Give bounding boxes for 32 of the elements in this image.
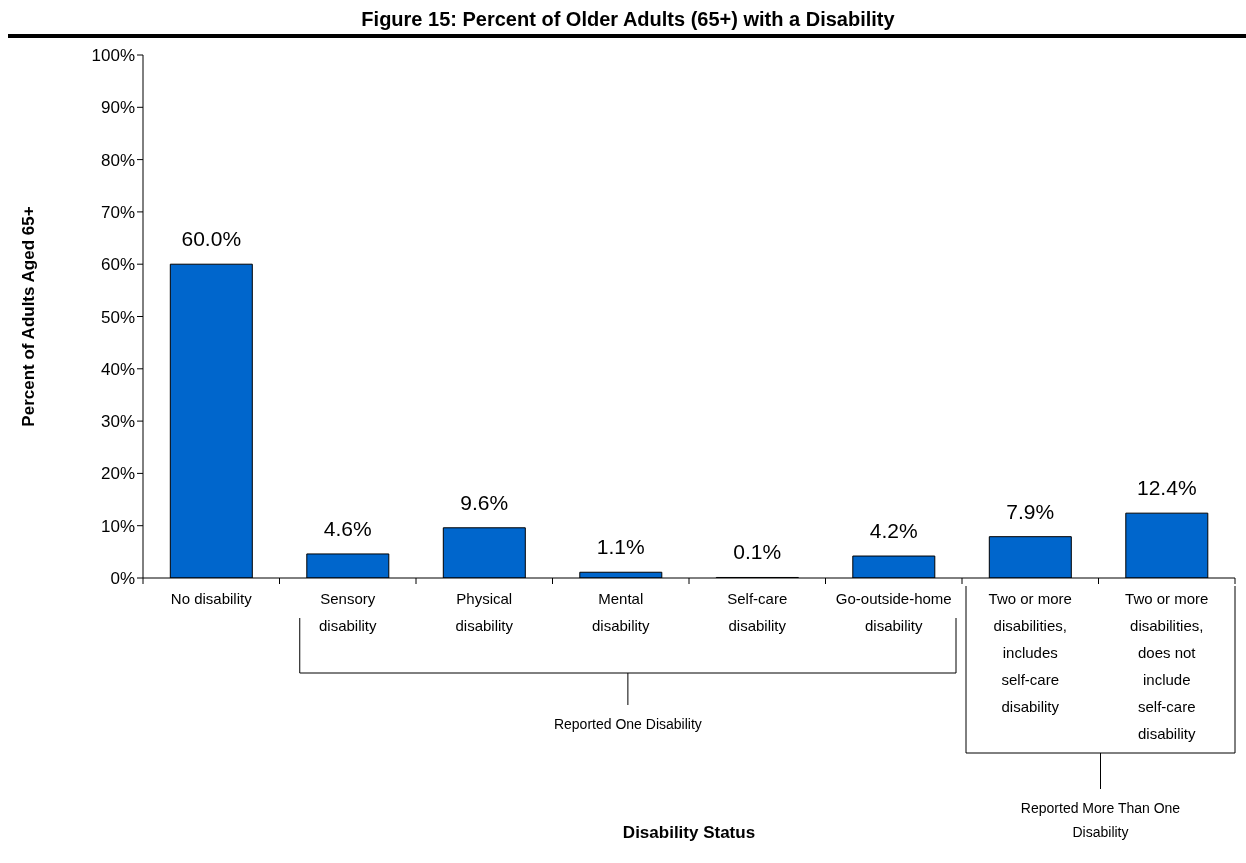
x-tick-label: Self-care disability: [727, 590, 788, 634]
data-label: 4.6%: [323, 516, 372, 540]
x-tick-label: Physical disability: [455, 590, 514, 634]
y-tick-label: 60%: [100, 255, 135, 275]
y-tick-label: 70%: [100, 202, 135, 222]
x-tick-label: Sensory disability: [318, 590, 378, 634]
x-tick-label: Mental disability: [591, 590, 651, 634]
y-tick-label: 100%: [91, 46, 135, 66]
x-tick-label: No disability: [170, 590, 253, 607]
x-tick-label: Go-outside-home disability: [835, 590, 952, 634]
y-tick-label: 30%: [100, 412, 135, 432]
data-label: 4.2%: [869, 519, 918, 543]
y-axis-title: Percent of Adults Aged 65+: [19, 206, 39, 427]
y-tick-label: 0%: [110, 569, 135, 589]
data-label: 0.1%: [733, 540, 782, 564]
data-label: 7.9%: [1006, 499, 1055, 523]
data-label: 9.6%: [460, 490, 509, 514]
y-tick-label: 40%: [100, 359, 135, 379]
chart-title: Figure 15: Percent of Older Adults (65+) with a Disability: [360, 8, 896, 31]
text: Reported One Disability: [553, 716, 702, 732]
x-axis-title: Disability Status: [622, 823, 756, 842]
y-tick-label: 90%: [100, 98, 135, 118]
y-tick-label: 80%: [100, 150, 135, 170]
data-label: 1.1%: [596, 535, 645, 559]
x-tick-label: Two or more disabilities, does not include self-care disability: [1125, 590, 1209, 742]
y-tick-label: 20%: [100, 464, 135, 484]
x-tick-label: Two or more disabilities, includes self-care disability: [988, 590, 1072, 715]
y-tick-label: 10%: [100, 516, 135, 536]
data-label: 60.0%: [181, 227, 242, 251]
y-tick-label: 50%: [100, 307, 135, 327]
data-label: 12.4%: [1137, 476, 1197, 500]
text: Reported More Than One Disability: [1020, 800, 1181, 840]
